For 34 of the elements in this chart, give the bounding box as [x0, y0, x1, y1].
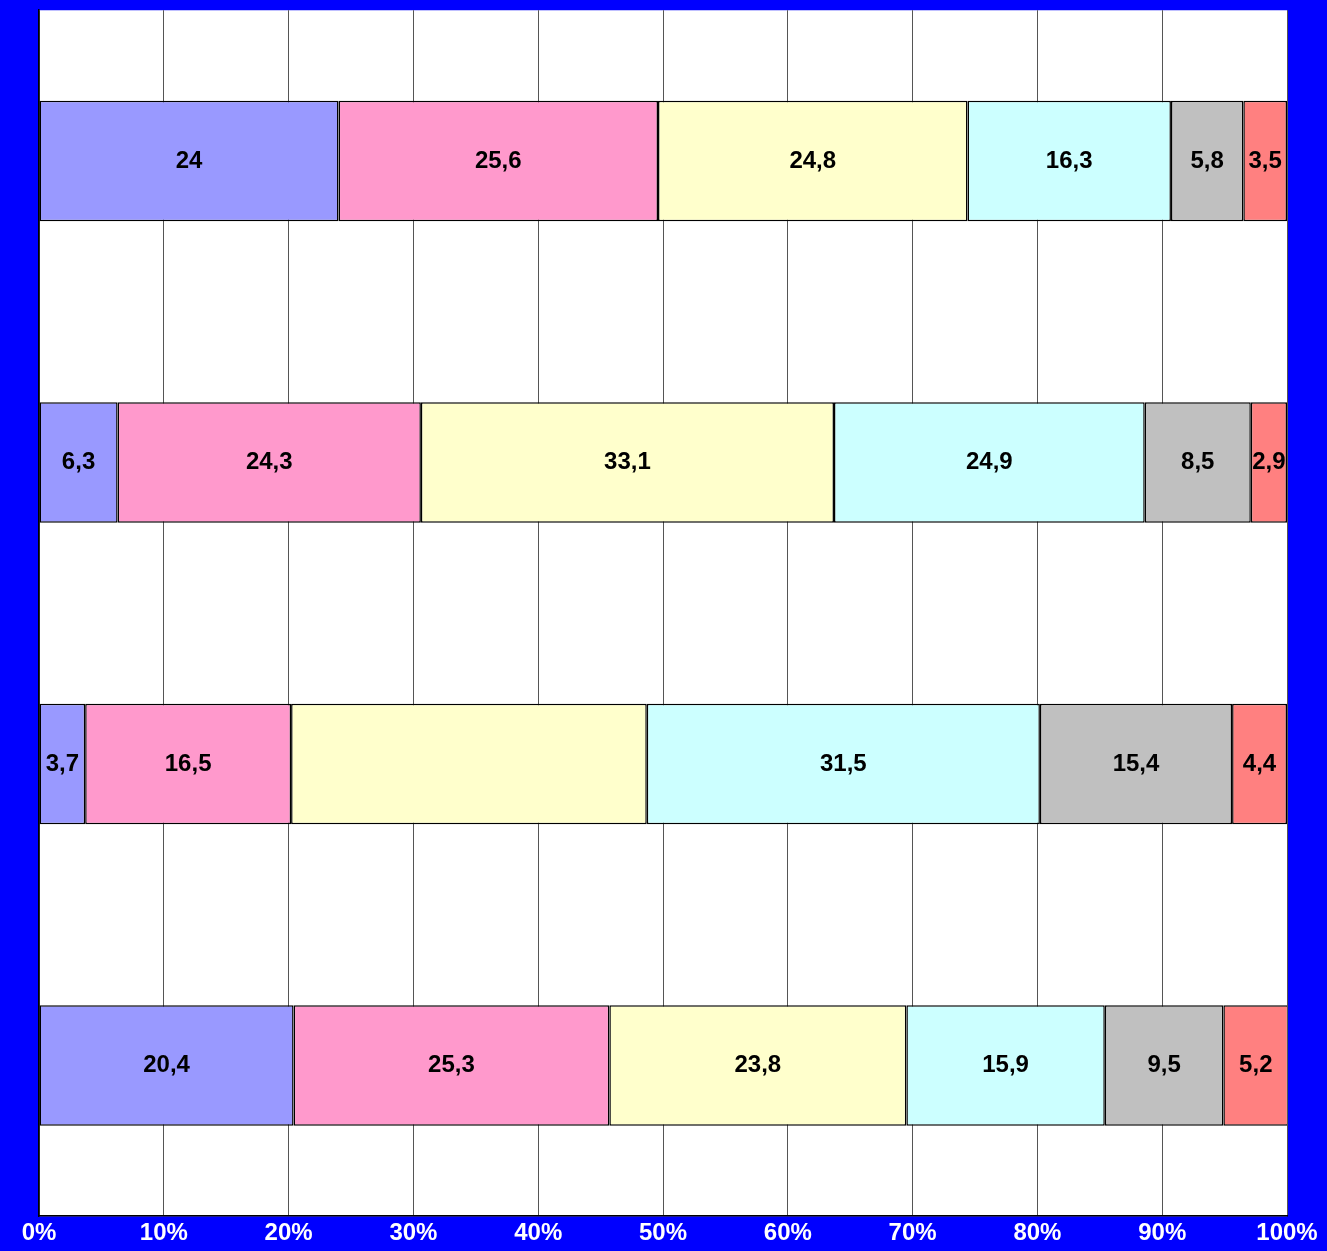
data-label: 4,4 — [1242, 748, 1277, 776]
data-label: 6,3 — [61, 447, 96, 475]
x-tick-label: 60% — [763, 1218, 812, 1246]
x-tick-label: 20% — [264, 1218, 313, 1246]
data-label: 25,3 — [428, 1050, 475, 1078]
data-label: 20,4 — [143, 1050, 191, 1078]
x-tick-label: 90% — [1138, 1218, 1187, 1246]
data-label: 5,2 — [1239, 1050, 1273, 1078]
x-tick-label: 80% — [1013, 1218, 1062, 1246]
data-label: 16,5 — [164, 748, 212, 776]
data-label: 2,9 — [1252, 447, 1286, 475]
x-tick-label: 10% — [139, 1218, 188, 1246]
data-label: 23,8 — [734, 1050, 782, 1078]
data-label: 15,4 — [1112, 748, 1160, 776]
x-tick-label: 30% — [389, 1218, 438, 1246]
x-tick-label: 100% — [1256, 1218, 1318, 1246]
data-label: 16,3 — [1045, 145, 1093, 173]
data-label: 3,7 — [45, 748, 80, 776]
data-label: 15,9 — [982, 1050, 1029, 1078]
data-label: 24,3 — [245, 447, 293, 475]
data-label: 31,5 — [819, 748, 867, 776]
data-label: 8,5 — [1181, 447, 1215, 475]
x-tick-label: 0% — [21, 1218, 57, 1246]
data-label: 33,1 — [604, 447, 651, 475]
data-label: 24,8 — [789, 145, 837, 173]
data-label: 3,5 — [1248, 145, 1282, 173]
data-label: 25,6 — [474, 145, 522, 173]
x-tick-label: 40% — [514, 1218, 563, 1246]
x-tick-label: 70% — [888, 1218, 937, 1246]
data-label: 5,8 — [1190, 145, 1224, 173]
data-label: 9,5 — [1147, 1050, 1181, 1078]
data-label: 24 — [175, 145, 204, 173]
data-label: 24,9 — [965, 447, 1013, 475]
x-tick-label: 50% — [638, 1218, 688, 1246]
